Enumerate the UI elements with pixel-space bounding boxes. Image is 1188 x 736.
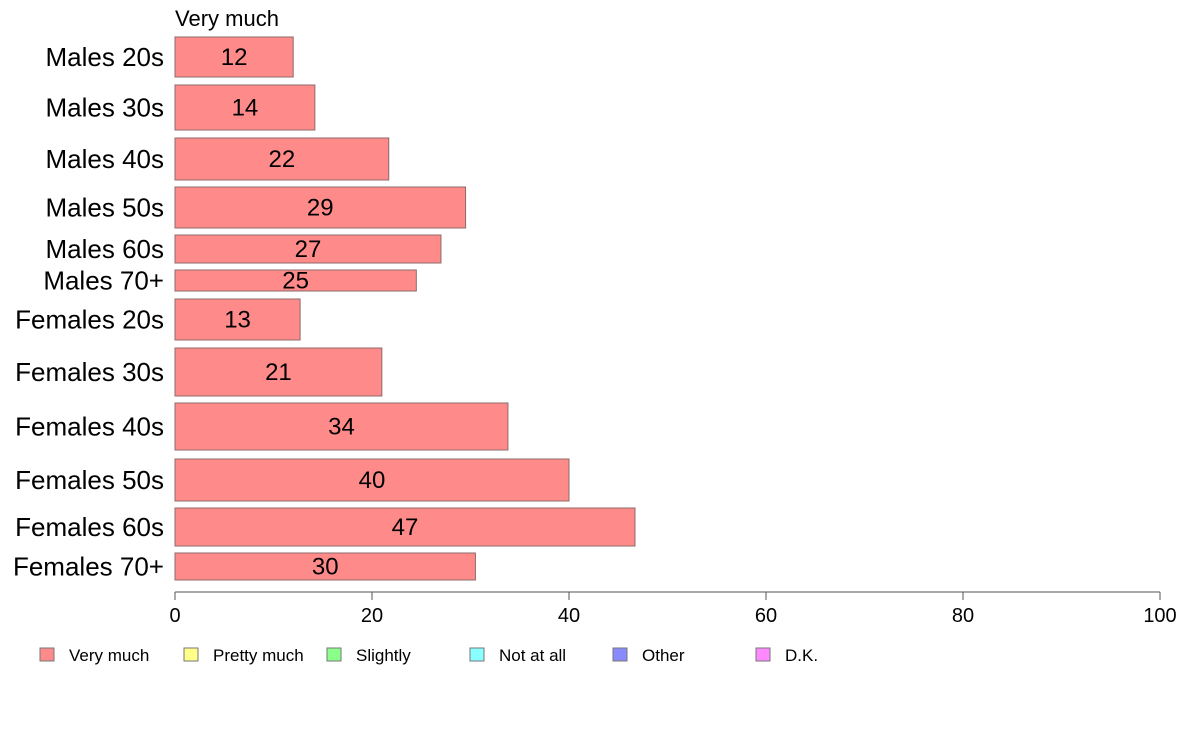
x-tick-label: 60 — [755, 605, 777, 627]
bar-value-label: 27 — [295, 236, 322, 263]
category-label: Females 30s — [15, 357, 164, 387]
bar — [174, 84, 316, 131]
bar-value-label: 40 — [359, 467, 386, 494]
category-label: Males 20s — [46, 42, 165, 72]
legend-label: Very much — [69, 646, 149, 665]
legend-label: Slightly — [356, 646, 411, 665]
bar — [174, 507, 636, 547]
bar — [174, 36, 294, 78]
legend-label: Pretty much — [213, 646, 304, 665]
bar-value-label: 47 — [392, 514, 419, 541]
category-label: Males 60s — [46, 234, 165, 264]
bar — [174, 186, 467, 229]
category-label: Males 30s — [46, 93, 165, 123]
bar-value-label: 30 — [312, 554, 339, 581]
bar-value-label: 22 — [269, 146, 296, 173]
x-tick-label: 40 — [558, 605, 580, 627]
bar — [174, 137, 390, 181]
legend-label: Not at all — [499, 646, 566, 665]
x-axis: 0 20 40 60 80 100 — [169, 591, 1177, 627]
bar — [174, 402, 509, 451]
x-tick-label: 100 — [1143, 605, 1176, 627]
series-title: Very much — [175, 6, 279, 31]
legend: Very much Pretty much Slightly Not at all Ot… — [39, 646, 818, 665]
bar-value-label: 25 — [282, 268, 309, 295]
category-label: Females 20s — [15, 305, 164, 335]
legend-swatch — [183, 647, 199, 662]
category-label: Females 60s — [15, 512, 164, 542]
legend-label: D.K. — [785, 646, 818, 665]
bar — [174, 234, 442, 264]
legend-swatch — [469, 647, 485, 662]
bar-value-label: 12 — [221, 44, 248, 71]
category-label: Males 70+ — [43, 266, 164, 296]
bar — [174, 269, 417, 292]
x-tick-label: 80 — [952, 605, 974, 627]
bar — [174, 347, 383, 397]
bar — [174, 458, 570, 502]
bar-value-label: 34 — [328, 414, 355, 441]
bars-group: Males 20s 12 Males 30s 14 Males 40s 22 Males 5… — [13, 36, 636, 582]
category-label: Males 40s — [46, 144, 165, 174]
x-tick-label: 20 — [361, 605, 383, 627]
bar-value-label: 29 — [307, 195, 334, 222]
legend-label: Other — [642, 646, 685, 665]
bar-value-label: 13 — [224, 307, 251, 334]
category-label: Females 50s — [15, 465, 164, 495]
legend-swatch — [326, 647, 342, 662]
bar — [174, 552, 476, 581]
bar-value-label: 21 — [265, 359, 292, 386]
bar — [174, 298, 301, 341]
bar-value-label: 14 — [232, 95, 259, 122]
category-label: Females 40s — [15, 412, 164, 442]
legend-swatch — [612, 647, 628, 662]
legend-swatch — [755, 647, 771, 662]
category-label: Males 50s — [46, 193, 165, 223]
category-label: Females 70+ — [13, 552, 164, 582]
legend-swatch — [39, 647, 55, 662]
x-tick-label: 0 — [169, 605, 180, 627]
